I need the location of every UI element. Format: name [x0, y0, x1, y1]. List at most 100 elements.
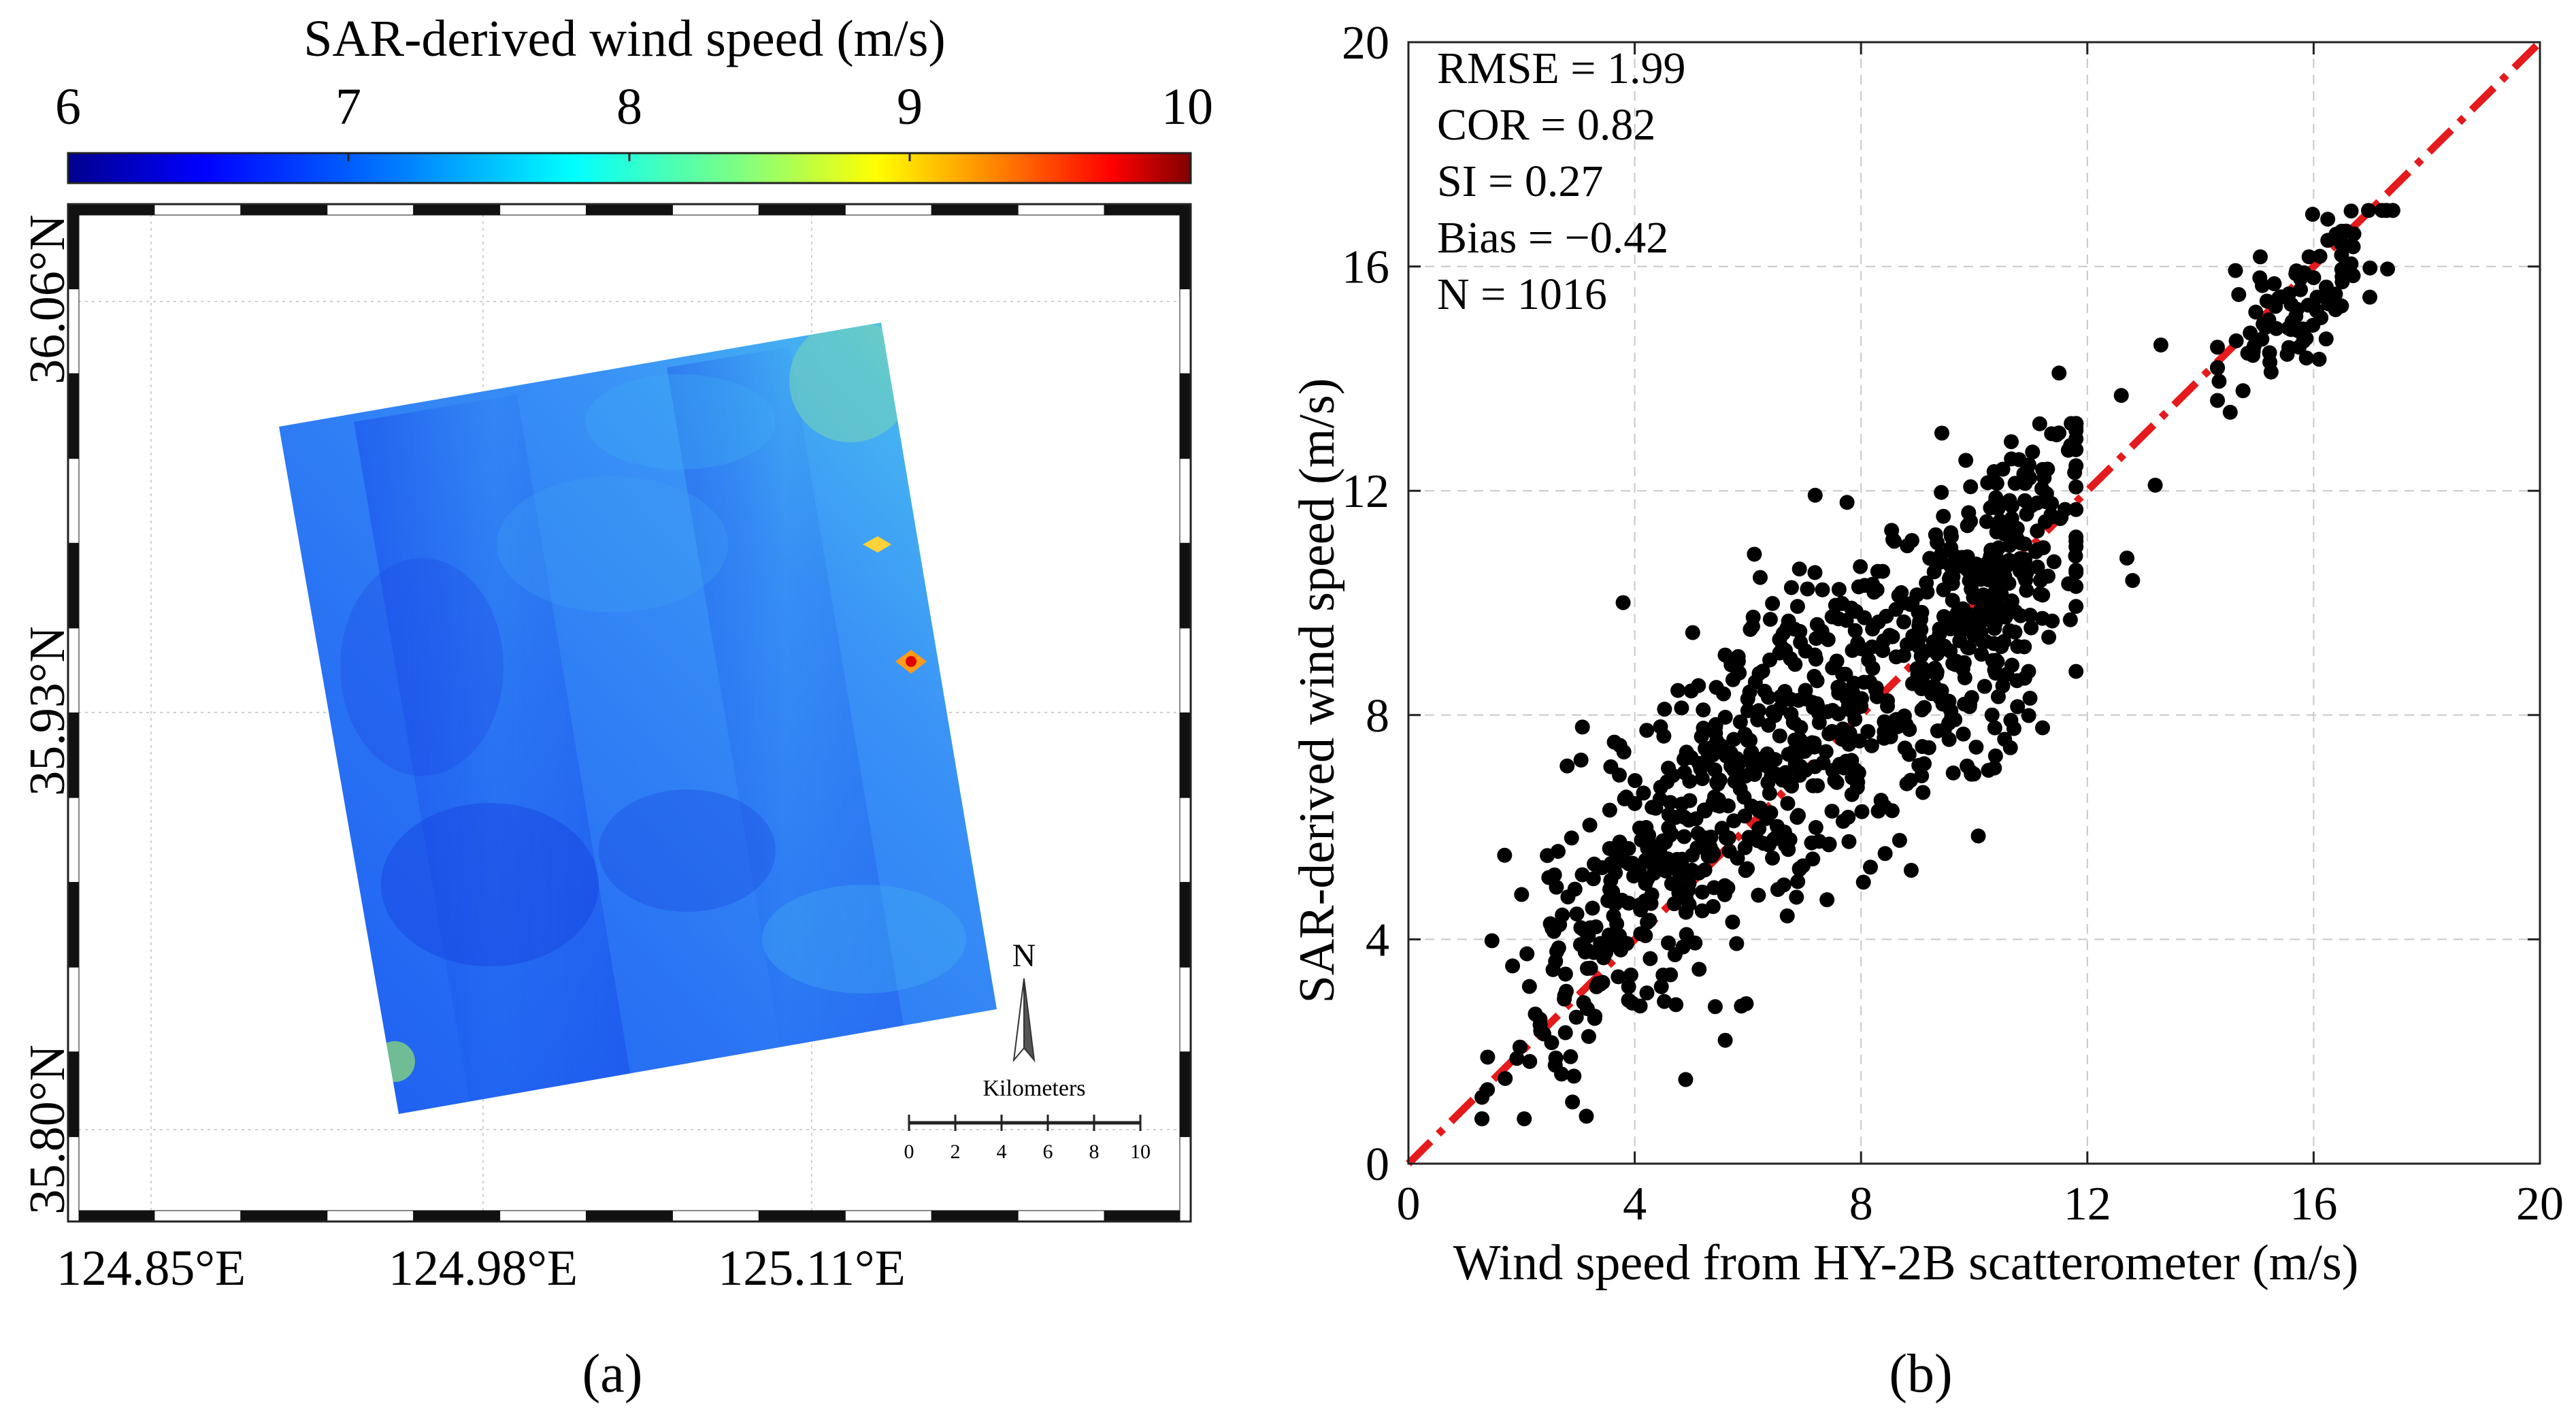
y-tick-label: 12: [1342, 465, 1389, 518]
scatter-point: [2293, 282, 2309, 297]
scatter-point: [1914, 702, 1930, 718]
scatter-point: [1737, 808, 1753, 824]
scatter-point: [1798, 762, 1813, 778]
scatter-point: [1596, 950, 1611, 966]
scatter-point: [1621, 979, 1636, 995]
scatter-point: [1762, 652, 1778, 668]
scatter-point: [2068, 599, 2084, 614]
scatter-point: [1677, 765, 1692, 781]
y-tick-labels: 0 4 8 12 16 20: [1342, 17, 1389, 1191]
scatter-point: [1474, 1089, 1490, 1105]
scatter-point: [1829, 653, 1845, 669]
frame-segment: [67, 966, 80, 1053]
scatter-point: [1863, 859, 1879, 875]
scatter-point: [2312, 248, 2328, 264]
scatter-point: [2017, 552, 2033, 568]
scatter-point: [1848, 604, 1864, 619]
scatter-point: [1648, 800, 1664, 816]
scatter-point: [1549, 944, 1565, 959]
scatter-point: [1783, 651, 1798, 666]
scatter-point: [1911, 605, 1926, 621]
scatter-point: [1717, 878, 1733, 893]
x-tick-labels: 0 4 8 12 16 20: [1397, 1178, 2564, 1230]
scatter-point: [1684, 862, 1700, 878]
frame-segment: [1179, 542, 1191, 629]
scatter-point: [2243, 325, 2258, 341]
scatter-point: [1828, 597, 1843, 613]
scatter-point: [2362, 260, 2378, 276]
scatter-point: [1776, 877, 1791, 893]
scatter-point: [2011, 534, 2027, 550]
scatter-point: [1915, 785, 1931, 800]
scatter-point: [2007, 476, 2023, 491]
scatter-point: [1919, 575, 1934, 591]
scatter-point: [1998, 603, 2013, 619]
scatter-point: [1725, 754, 1741, 770]
frame-segment: [240, 1210, 328, 1222]
scatter-point: [1934, 485, 1949, 500]
scatter-point: [1691, 678, 1706, 693]
frame-segment: [1179, 627, 1191, 714]
scatter-point: [1612, 738, 1628, 753]
scatter-point: [1557, 966, 1573, 982]
scatter-point: [2025, 444, 2041, 460]
scatter-point: [2343, 256, 2359, 272]
y-tick-label: 8: [1366, 690, 1389, 742]
scatter-point: [1484, 933, 1500, 949]
stat-si: SI = 0.27: [1437, 157, 1603, 206]
scatter-point: [1842, 725, 1857, 741]
scatter-tick-marks: [1407, 41, 2541, 1165]
frame-segment: [67, 373, 80, 459]
x-tick-label: 4: [1623, 1178, 1647, 1230]
scatter-point: [2041, 629, 2057, 645]
scale-bar-tick-label: 4: [997, 1141, 1007, 1163]
scatter-point: [2028, 544, 2044, 559]
scatter-point: [2017, 639, 2032, 655]
scatter-point: [1638, 820, 1654, 836]
scatter-point: [2045, 613, 2060, 629]
scatter-point: [1696, 721, 1711, 736]
scatter-point: [1943, 529, 1959, 544]
scatter-point: [1999, 558, 2015, 574]
scatter-points: [1474, 203, 2400, 1127]
scatter-point: [1772, 728, 1787, 744]
scatter-point: [2021, 708, 2036, 723]
scatter-point: [1955, 726, 1971, 742]
scatter-point: [2311, 351, 2327, 367]
scatter-point: [1979, 514, 1994, 529]
scatter-point: [1717, 710, 1733, 725]
frame-segment: [844, 1210, 932, 1222]
scatter-point: [1605, 858, 1621, 874]
scatter-point: [1964, 690, 1979, 706]
scatter-point: [2024, 620, 2039, 636]
frame-segment: [67, 882, 80, 968]
scatter-point: [1725, 914, 1740, 930]
scatter-point: [1707, 762, 1723, 778]
scatter-point: [1557, 1025, 1573, 1040]
colorbar-title: SAR-derived wind speed (m/s): [303, 10, 946, 67]
y-axis-label: SAR-derived wind speed (m/s): [1289, 378, 1345, 1004]
scatter-point: [1566, 1068, 1582, 1084]
panel-b-label: (b): [1889, 1344, 1952, 1404]
scatter-point: [2343, 203, 2359, 219]
scatter-point: [1831, 582, 1847, 597]
scatter-point: [2068, 548, 2083, 564]
scatter-point: [1574, 867, 1590, 883]
scatter-point: [2036, 470, 2052, 486]
scatter-point: [1831, 706, 1847, 722]
scatter-point: [2002, 522, 2017, 538]
scatter-point: [1657, 702, 1672, 717]
scatter-point: [1902, 721, 1917, 737]
scatter-point: [2309, 289, 2325, 305]
scatter-point: [1844, 703, 1860, 719]
scatter-point: [1710, 776, 1725, 792]
scatter-point: [1587, 856, 1602, 872]
scatter-point: [1674, 796, 1689, 812]
scatter-point: [1792, 623, 1808, 639]
scatter-point: [2004, 434, 2019, 450]
scatter-point: [1909, 587, 1925, 603]
scatter-point: [2345, 239, 2361, 255]
scatter-point: [2068, 423, 2084, 438]
scatter-point: [1855, 874, 1871, 890]
